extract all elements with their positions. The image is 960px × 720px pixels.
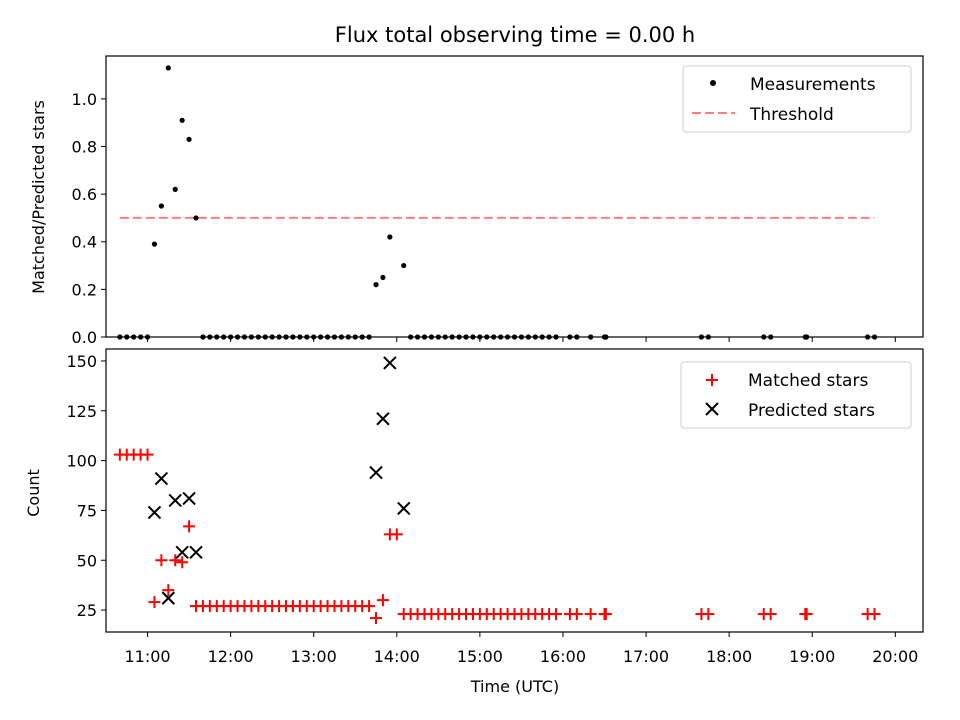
- measurement-point: [193, 215, 199, 221]
- matched-star-marker: [550, 608, 563, 621]
- count-y-axis-label: Count: [24, 469, 43, 517]
- predicted-star-marker: [175, 545, 189, 559]
- count-y-tick-label: 125: [66, 402, 97, 421]
- matched-star-marker: [176, 556, 189, 569]
- matched-star-marker: [868, 608, 881, 621]
- measurement-point: [373, 282, 379, 288]
- matched-star-marker: [764, 608, 777, 621]
- ratio-y-tick-label: 0.4: [72, 233, 97, 252]
- x-tick-label: 11:00: [124, 647, 170, 666]
- predicted-star-marker: [161, 591, 176, 605]
- matched-star-marker: [584, 608, 597, 621]
- ratio-y-axis-label: Matched/Predicted stars: [29, 100, 48, 294]
- ratio-plot-frame: [105, 55, 924, 338]
- count-plot-frame: [105, 348, 924, 633]
- matched-star-marker: [162, 584, 175, 597]
- x-tick-label: 20:00: [872, 647, 918, 666]
- predicted-star-marker: [182, 491, 196, 506]
- x-tick-label: 15:00: [457, 647, 503, 666]
- ratio-y-tick-label: 0.2: [72, 280, 97, 299]
- matched-star-marker: [800, 608, 813, 621]
- legend-measurements-label: Measurements: [750, 75, 876, 95]
- matched-star-marker: [141, 448, 154, 461]
- predicted-star-marker: [376, 412, 390, 426]
- predicted-star-marker: [189, 545, 203, 559]
- legend-predicted-marker: [705, 402, 719, 416]
- ratio-panel: 0.0 0.2 0.4 0.6 0.8 1.0 Matched/Predicted sta…: [29, 55, 924, 347]
- measurement-point: [380, 274, 386, 281]
- matched-star-marker: [390, 528, 403, 541]
- measurement-point: [165, 65, 171, 71]
- legend-measurements-marker: [710, 80, 716, 86]
- x-tick-label: 13:00: [291, 647, 337, 666]
- count-y-tick-label: 75: [77, 501, 97, 520]
- legend-matched-marker: [706, 374, 718, 386]
- predicted-star-marker: [369, 465, 383, 480]
- predicted-star-marker: [168, 493, 182, 508]
- measurement-point: [179, 117, 185, 123]
- x-tick-label: 18:00: [706, 647, 752, 666]
- measurement-point: [172, 186, 178, 192]
- count-legend: Matched stars Predicted stars: [680, 361, 912, 429]
- measurement-point: [158, 203, 164, 209]
- measurement-point: [151, 241, 158, 247]
- ratio-y-tick-label: 0.6: [72, 185, 97, 204]
- legend-predicted-label: Predicted stars: [748, 401, 875, 421]
- matched-star-marker: [148, 596, 161, 609]
- matched-star-marker: [155, 554, 168, 567]
- measurement-point: [401, 262, 407, 269]
- matched-star-marker: [599, 608, 612, 621]
- matched-star-marker: [702, 608, 715, 621]
- matched-star-marker: [363, 600, 376, 613]
- measurement-point: [387, 234, 393, 240]
- count-legend-box: [680, 361, 912, 429]
- matched-star-marker: [370, 612, 383, 625]
- count-y-tick-label: 25: [77, 601, 97, 620]
- ratio-y-tick-label: 0.0: [72, 328, 97, 347]
- count-y-tick-label: 50: [77, 551, 97, 570]
- ratio-legend-box: [682, 65, 912, 133]
- measurement-point: [186, 136, 192, 142]
- count-y-tick-label: 100: [66, 452, 97, 471]
- count-y-tick-label: 150: [66, 352, 97, 371]
- x-tick-label: 16:00: [540, 647, 586, 666]
- legend-threshold-label: Threshold: [749, 105, 834, 125]
- x-tick-label: 17:00: [623, 647, 669, 666]
- predicted-star-marker: [397, 501, 411, 516]
- ratio-y-tick-label: 1.0: [72, 90, 97, 109]
- ratio-legend: Measurements Threshold: [682, 65, 912, 133]
- matched-star-marker: [183, 520, 196, 533]
- predicted-star-marker: [147, 505, 162, 520]
- predicted-star-marker: [154, 471, 169, 486]
- x-tick-label: 19:00: [789, 647, 835, 666]
- ratio-y-tick-label: 0.8: [72, 137, 97, 156]
- legend-matched-label: Matched stars: [748, 371, 868, 391]
- x-axis-label: Time (UTC): [470, 677, 559, 696]
- x-tick-label: 12:00: [208, 647, 254, 666]
- predicted-star-marker: [383, 356, 397, 370]
- chart-title: Flux total observing time = 0.00 h: [335, 23, 695, 47]
- matched-star-marker: [570, 608, 583, 621]
- matched-star-marker: [376, 594, 389, 607]
- matched-star-marker: [169, 554, 182, 567]
- count-panel: 25 50 75 100 125 150 11:00 12:00 13:00 14:00 15:0…: [24, 348, 924, 696]
- x-tick-label: 14:00: [374, 647, 420, 666]
